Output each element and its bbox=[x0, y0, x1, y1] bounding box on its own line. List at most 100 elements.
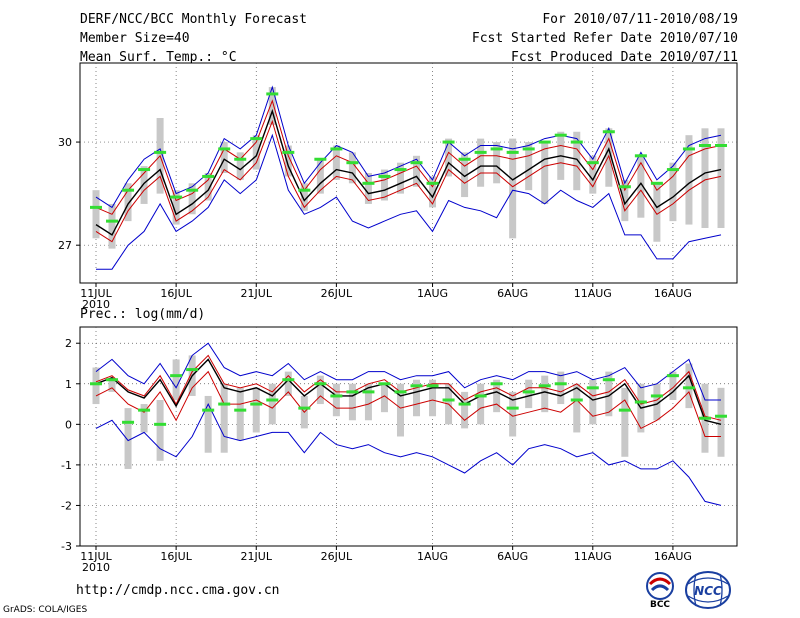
prec-obs-marker-29 bbox=[538, 384, 551, 388]
temp-ensemble-box-9 bbox=[220, 142, 228, 173]
temp-ensemble-box-37 bbox=[669, 162, 677, 222]
temp-ensemble-box-10 bbox=[236, 152, 244, 180]
temp-min-line bbox=[96, 133, 722, 270]
prec-obs-marker-28 bbox=[522, 390, 535, 394]
prec-ensemble-box-33 bbox=[605, 371, 613, 417]
prec-obs-marker-40 bbox=[715, 414, 727, 418]
temp-obs-marker-35 bbox=[634, 154, 647, 158]
prec-xtick-label-7: 16AUG bbox=[654, 550, 692, 563]
temp-obs-marker-7 bbox=[186, 188, 199, 192]
prec-obs-marker-37 bbox=[666, 374, 679, 378]
prec-obs-marker-19 bbox=[378, 382, 391, 386]
prec-ensemble-box-16 bbox=[332, 383, 340, 417]
temp-ensemble-box-6 bbox=[172, 190, 180, 225]
forecast-produced-date: Fcst Produced Date 2010/07/11 bbox=[511, 50, 738, 65]
prec-obs-marker-27 bbox=[506, 406, 519, 410]
temp-xtick-label-4: 1AUG bbox=[417, 287, 448, 300]
prec-xtick-label-1: 16JUL bbox=[160, 550, 192, 563]
temp-obs-marker-20 bbox=[394, 168, 407, 172]
temp-ensemble-box-13 bbox=[284, 145, 292, 177]
prec-obs-marker-39 bbox=[698, 416, 711, 420]
temp-obs-marker-30 bbox=[554, 133, 567, 137]
prec-obs-marker-31 bbox=[570, 398, 583, 402]
temp-ensemble-box-40 bbox=[717, 128, 725, 228]
prec-obs-marker-2 bbox=[106, 378, 119, 382]
temp-obs-marker-23 bbox=[442, 140, 455, 144]
prec-obs-marker-15 bbox=[314, 382, 327, 386]
temp-obs-marker-28 bbox=[522, 147, 535, 151]
prec-obs-marker-36 bbox=[650, 394, 663, 398]
temp-obs-marker-5 bbox=[154, 150, 167, 154]
temp-obs-marker-22 bbox=[426, 181, 439, 185]
temp-obs-marker-32 bbox=[586, 161, 599, 165]
temp-obs-marker-34 bbox=[618, 185, 631, 189]
prec-obs-marker-12 bbox=[266, 398, 279, 402]
temp-ensemble-box-34 bbox=[621, 179, 629, 222]
prec-ensemble-box-24 bbox=[461, 391, 469, 429]
temp-obs-marker-18 bbox=[362, 181, 375, 185]
temp-ensemble-box-8 bbox=[204, 173, 212, 201]
temp-ensemble-box-25 bbox=[477, 138, 485, 187]
prec-obs-marker-38 bbox=[682, 386, 695, 390]
temp-ensemble-box-39 bbox=[701, 128, 709, 228]
prec-ensemble-box-8 bbox=[204, 395, 212, 453]
grads-credit: GrADS: COLA/IGES bbox=[3, 605, 88, 615]
temp-ytick-label-0: 27 bbox=[58, 239, 72, 252]
prec-ytick-label-3: 0 bbox=[65, 418, 72, 431]
temp-obs-marker-29 bbox=[538, 140, 551, 144]
prec-clim-line bbox=[95, 370, 721, 437]
temp-xtick-label-1: 16JUL bbox=[160, 287, 192, 300]
prec-year-label: 2010 bbox=[82, 561, 110, 574]
source-url[interactable]: http://cmdp.ncc.cma.gov.cn bbox=[76, 583, 280, 598]
temp-clim-line bbox=[95, 119, 722, 243]
temp-ensemble-box-4 bbox=[140, 166, 148, 204]
prec-xtick-label-2: 21JUL bbox=[241, 550, 273, 563]
prec-max-line bbox=[95, 342, 721, 401]
prec-obs-marker-22 bbox=[426, 384, 439, 388]
temp-ensemble-box-19 bbox=[380, 169, 388, 201]
temp-obs-marker-3 bbox=[122, 188, 135, 192]
temp-obs-marker-27 bbox=[506, 150, 519, 154]
temp-mean-line bbox=[95, 108, 722, 236]
temp-ensemble-box-32 bbox=[589, 155, 597, 194]
prec-obs-marker-33 bbox=[602, 378, 615, 382]
temp-ensemble-box-20 bbox=[396, 162, 404, 194]
temp-obs-marker-10 bbox=[234, 157, 247, 161]
temp-ensemble-box-11 bbox=[252, 135, 260, 170]
temp-obs-marker-1 bbox=[90, 205, 102, 209]
temp-ensemble-box-18 bbox=[364, 173, 372, 204]
temp-obs-marker-40 bbox=[715, 144, 727, 147]
temp-obs-marker-6 bbox=[170, 195, 183, 199]
prec-ytick-label-2: -1 bbox=[61, 459, 72, 472]
prec-ensemble-box-3 bbox=[124, 408, 132, 469]
temp-xtick-label-6: 11AUG bbox=[574, 287, 612, 300]
prec-obs-marker-21 bbox=[410, 384, 423, 388]
temp-obs-marker-14 bbox=[298, 188, 311, 192]
prec-obs-marker-17 bbox=[346, 390, 359, 394]
prec-obs-marker-8 bbox=[202, 408, 215, 412]
prec-obs-marker-1 bbox=[90, 382, 102, 386]
member-size: Member Size=40 bbox=[80, 31, 190, 46]
precipitation-panel: 11JUL 16JUL 21JUL 26JUL 1AUG 6AUG 11AUG 16AUG20… bbox=[61, 326, 738, 574]
prec-ensemble-box-40 bbox=[717, 387, 725, 457]
prec-obs-marker-34 bbox=[618, 408, 631, 412]
prec-ensemble-box-26 bbox=[493, 379, 501, 413]
temp-year-label: 2010 bbox=[82, 298, 110, 311]
prec-obs-marker-18 bbox=[362, 390, 375, 394]
prec-obs-marker-20 bbox=[394, 390, 407, 394]
prec-xtick-label-4: 1AUG bbox=[417, 550, 448, 563]
prec-ensemble-box-10 bbox=[236, 387, 244, 441]
prec-ensemble-box-19 bbox=[380, 383, 388, 413]
temp-ensemble-box-21 bbox=[413, 155, 421, 187]
temp-xtick-label-3: 26JUL bbox=[321, 287, 353, 300]
prec-upper-line bbox=[95, 354, 722, 421]
prec-ensemble-box-9 bbox=[220, 383, 228, 453]
temp-ensemble-box-27 bbox=[509, 138, 517, 239]
prec-obs-marker-6 bbox=[170, 374, 183, 378]
temp-ensemble-box-15 bbox=[316, 159, 324, 194]
temp-plot-frame bbox=[79, 62, 738, 284]
prec-ensemble-box-4 bbox=[140, 404, 148, 433]
prec-ensemble-box-15 bbox=[316, 375, 324, 405]
prec-ensemble-box-28 bbox=[525, 379, 533, 409]
prec-ensemble-box-31 bbox=[573, 383, 581, 433]
